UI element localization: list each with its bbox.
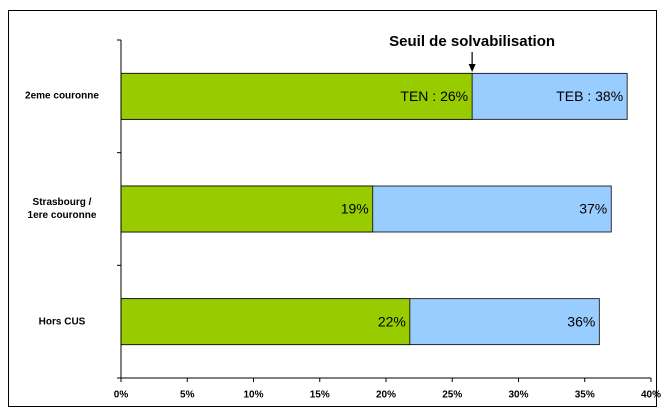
x-tick-label: 35% xyxy=(575,390,595,401)
annotation-arrowhead xyxy=(468,64,476,72)
value-label: TEN : 26% xyxy=(400,88,468,104)
x-tick-label: 5% xyxy=(180,390,195,401)
annotation-text: Seuil de solvabilisation xyxy=(389,33,555,50)
x-tick-label: 20% xyxy=(376,390,396,401)
y-tick-label: 2eme couronne xyxy=(25,90,99,102)
x-tick-label: 25% xyxy=(442,390,462,401)
value-label: 37% xyxy=(579,201,607,217)
y-tick-label: Strasbourg / 1ere couronne xyxy=(27,197,97,221)
y-tick-label: Hors CUS xyxy=(38,316,86,328)
value-label: TEB : 38% xyxy=(556,88,623,104)
bar xyxy=(120,185,374,233)
x-tick-label: 10% xyxy=(243,390,263,401)
bar xyxy=(120,72,473,120)
x-tick-label: 15% xyxy=(310,390,330,401)
x-tick-label: 0% xyxy=(114,390,129,401)
value-label: 22% xyxy=(378,313,406,329)
value-label: 36% xyxy=(567,313,595,329)
x-tick-label: 30% xyxy=(508,390,528,401)
x-tick-label: 40% xyxy=(641,390,661,401)
bar xyxy=(120,298,411,346)
value-label: 19% xyxy=(341,201,369,217)
